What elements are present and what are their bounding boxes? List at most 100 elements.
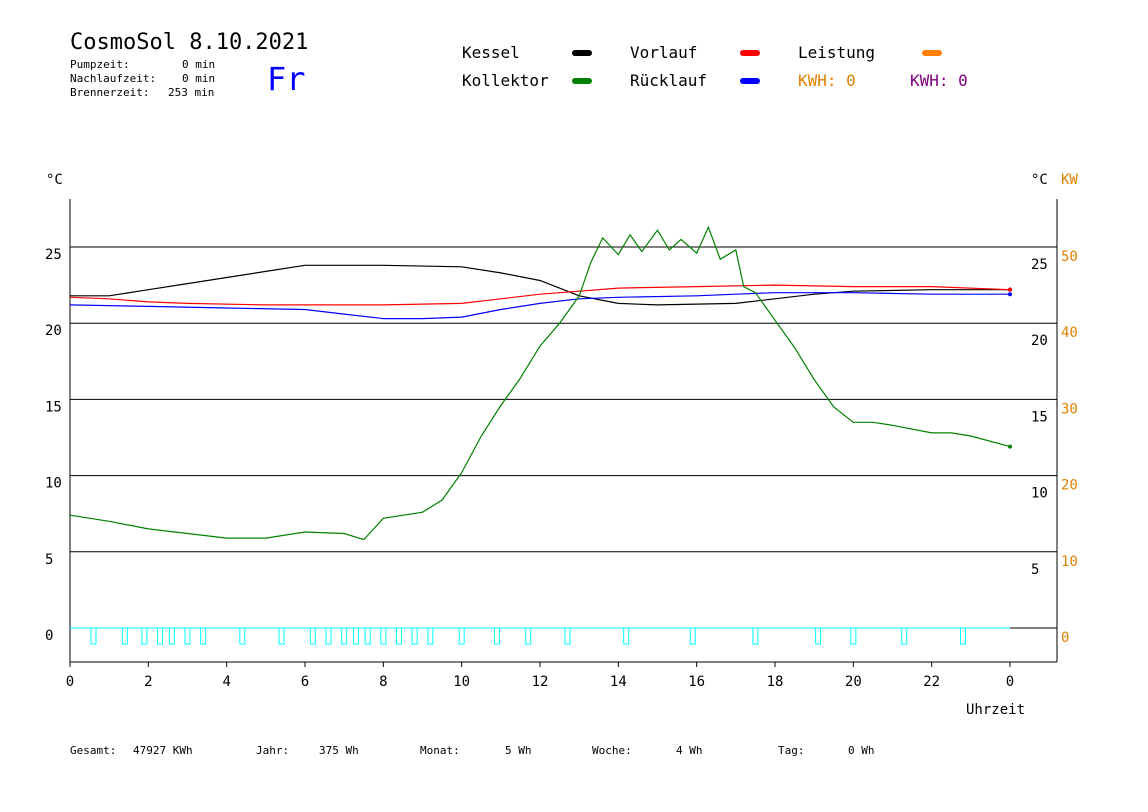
pump-pulse-1 [121, 627, 128, 645]
stat-pumpzeit-label: Pumpzeit: [70, 58, 130, 71]
legend-vorlauf: Vorlauf [630, 43, 698, 62]
weekday-label: Fr [267, 60, 306, 98]
pump-pulse-15 [396, 627, 402, 645]
x-tick-label-9: 18 [767, 674, 784, 690]
pump-pulse-5 [184, 627, 191, 645]
pump-pulse-16 [411, 627, 418, 645]
y-tick-left-20: 20 [45, 323, 62, 339]
pump-pulse-21 [564, 627, 571, 645]
pump-pulse-17 [427, 627, 434, 645]
footer-woche-label: Woche: [592, 744, 632, 757]
legend-kollektor: Kollektor [462, 71, 549, 90]
x-tick-label-0: 0 [66, 674, 74, 690]
series-line-kollektor [69, 225, 1011, 541]
stat-brennerzeit-label: Brennerzeit: [70, 86, 150, 99]
pump-pulse-23 [689, 627, 696, 645]
footer-gesamt-label: Gesamt: [70, 744, 117, 757]
page-title: CosmoSol 8.10.2021 [70, 30, 309, 55]
legend-kwh-2: KWH: 0 [910, 71, 968, 90]
footer-jahr-label: Jahr: [256, 744, 290, 757]
series-line-vorlauf [69, 284, 1011, 306]
pump-pulse-26 [850, 627, 857, 645]
series-end-marker-vorlauf [1008, 287, 1012, 292]
pump-pulse-27 [901, 627, 908, 645]
x-tick-label-10: 20 [845, 674, 862, 690]
footer-tag-label: Tag: [778, 744, 805, 757]
legend-swatch-kollektor [572, 78, 592, 84]
x-tick-label-1: 2 [144, 674, 152, 690]
series-line-kessel [70, 264, 1010, 306]
y-tick-right-c-20: 20 [1031, 333, 1048, 349]
legend-swatch-ruecklauf [740, 78, 760, 84]
y-tick-right-c-5: 5 [1031, 562, 1039, 578]
pump-pulse-20 [525, 627, 532, 645]
pump-pulse-9 [309, 627, 316, 645]
pump-pulse-24 [752, 627, 759, 645]
legend-ruecklauf: Rücklauf [630, 71, 708, 90]
x-axis-label: Uhrzeit [966, 702, 1026, 718]
pump-pulse-18 [458, 627, 465, 645]
stat-nachlaufzeit-value: 0 min [182, 72, 216, 85]
pump-pulse-12 [352, 627, 359, 645]
pump-pulse-10 [325, 627, 332, 645]
series-end-marker-kollektor [1008, 444, 1012, 449]
y-tick-right-c-10: 10 [1031, 486, 1048, 502]
legend-kwh-1: KWH: 0 [798, 71, 856, 90]
pump-pulse-3 [157, 627, 164, 645]
x-tick-label-6: 12 [532, 674, 549, 690]
y-tick-right-kw-40: 40 [1061, 325, 1078, 341]
pump-pulse-14 [380, 627, 387, 645]
pump-pulse-8 [278, 627, 285, 645]
footer-monat-value: 5 Wh [505, 744, 532, 757]
y-tick-left-5: 5 [45, 552, 53, 568]
x-tick-label-5: 10 [453, 674, 470, 690]
footer-monat-label: Monat: [420, 744, 460, 757]
right-unit2-label: KW [1061, 172, 1078, 188]
y-tick-right-c-25: 25 [1031, 257, 1048, 273]
y-tick-left-10: 10 [45, 476, 62, 492]
series-end-marker-ruecklauf [1008, 292, 1012, 297]
x-tick-label-4: 8 [379, 674, 387, 690]
left-unit-label: °C [46, 172, 63, 188]
stat-nachlaufzeit-label: Nachlaufzeit: [70, 72, 157, 85]
footer-woche-value: 4 Wh [676, 744, 703, 757]
pump-pulse-25 [815, 627, 822, 645]
y-tick-left-25: 25 [45, 247, 62, 263]
right-unit-label: °C [1031, 172, 1048, 188]
y-tick-right-kw-10: 10 [1061, 554, 1078, 570]
y-tick-right-kw-0: 0 [1061, 630, 1069, 646]
pump-pulse-11 [341, 627, 348, 645]
x-tick-label-3: 6 [301, 674, 309, 690]
x-tick-label-2: 4 [222, 674, 230, 690]
footer-tag-value: 0 Wh [848, 744, 875, 757]
pump-pulse-7 [239, 627, 246, 645]
y-tick-right-kw-50: 50 [1061, 249, 1078, 265]
stat-pumpzeit-value: 0 min [182, 58, 216, 71]
series-line-ruecklauf [69, 292, 1010, 320]
legend-leistung: Leistung [798, 43, 876, 62]
footer-gesamt-value: 47927 KWh [133, 744, 193, 757]
stat-brennerzeit-value: 253 min [168, 86, 215, 99]
y-tick-right-kw-20: 20 [1061, 478, 1078, 494]
x-tick-label-11: 22 [923, 674, 940, 690]
y-tick-right-kw-30: 30 [1061, 401, 1078, 417]
pump-pulse-4 [168, 627, 175, 645]
pump-pulse-2 [141, 627, 148, 645]
legend-kessel: Kessel [462, 43, 520, 62]
x-tick-label-7: 14 [610, 674, 627, 690]
y-tick-left-15: 15 [45, 399, 62, 415]
pump-pulse-19 [493, 627, 500, 645]
legend-swatch-leistung [922, 50, 942, 56]
legend-swatch-kessel [572, 50, 592, 56]
pump-pulse-22 [623, 627, 630, 645]
y-tick-right-c-15: 15 [1031, 409, 1048, 425]
x-tick-label-12: 0 [1006, 674, 1014, 690]
pump-pulse-0 [90, 627, 97, 645]
pump-pulse-6 [200, 627, 207, 645]
y-tick-left-0: 0 [45, 628, 53, 644]
footer-jahr-value: 375 Wh [319, 744, 359, 757]
pump-pulse-28 [960, 627, 966, 645]
pump-pulse-13 [364, 627, 371, 645]
legend-swatch-vorlauf [740, 50, 760, 56]
